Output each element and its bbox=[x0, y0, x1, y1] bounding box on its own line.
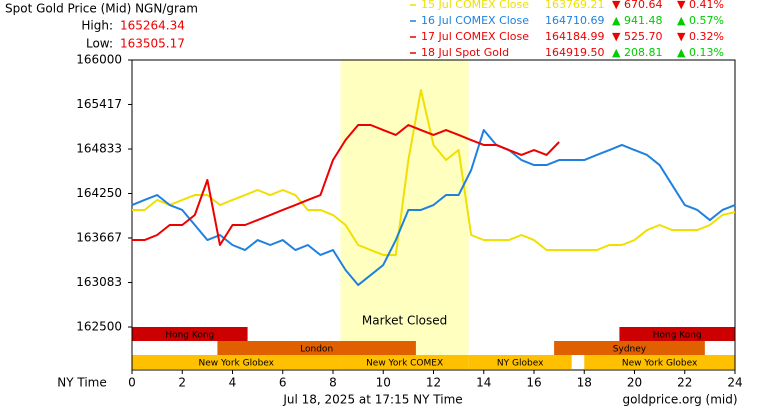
x-tick-label: 18 bbox=[577, 376, 592, 390]
session-bar bbox=[340, 355, 469, 369]
y-tick-label: 165417 bbox=[76, 97, 122, 111]
x-tick-label: 2 bbox=[178, 376, 186, 390]
y-tick-label: 164833 bbox=[76, 142, 122, 156]
high-value: 165264.34 bbox=[120, 19, 185, 33]
session-bar bbox=[132, 355, 341, 369]
session-bar bbox=[132, 327, 248, 341]
legend-name: 15 Jul COMEX Close bbox=[421, 0, 529, 11]
y-tick-label: 164250 bbox=[76, 186, 122, 200]
footer: Jul 18, 2025 at 17:15 NY Time bbox=[282, 393, 462, 407]
high-label: High: bbox=[81, 19, 113, 33]
legend-close: 164919.50 bbox=[545, 46, 605, 59]
session-label: New York Globex bbox=[199, 359, 275, 369]
x-tick-label: 10 bbox=[376, 376, 391, 390]
legend-change: ▼ 525.70 bbox=[612, 30, 662, 43]
session-bar bbox=[217, 341, 416, 355]
market-closed-band bbox=[340, 60, 469, 370]
price-line bbox=[132, 123, 560, 246]
x-tick-label: 16 bbox=[526, 376, 541, 390]
session-label: New York Globex bbox=[622, 359, 698, 369]
price-line bbox=[132, 88, 736, 256]
x-tick-label: 6 bbox=[279, 376, 287, 390]
x-tick-label: 12 bbox=[426, 376, 441, 390]
legend-change-pct: ▲ 0.13% bbox=[677, 46, 724, 59]
legend-close: 164710.69 bbox=[545, 14, 605, 27]
legend-change: ▲ 208.81 bbox=[612, 46, 662, 59]
session-label: NY Globex bbox=[497, 359, 544, 369]
low-value: 163505.17 bbox=[120, 37, 185, 51]
chart-title: Spot Gold Price (Mid) NGN/gram bbox=[5, 2, 198, 16]
session-label: Hong Kong bbox=[653, 331, 702, 341]
legend-change-pct: ▼ 0.32% bbox=[677, 30, 724, 43]
session-label: Hong Kong bbox=[165, 331, 214, 341]
session-bar bbox=[619, 327, 735, 341]
legend-change-pct: ▼ 0.41% bbox=[677, 0, 724, 11]
session-bar bbox=[584, 355, 735, 369]
x-tick-label: 20 bbox=[627, 376, 642, 390]
legend-name: 18 Jul Spot Gold bbox=[421, 46, 509, 59]
y-tick-label: 162500 bbox=[76, 320, 122, 334]
legend-name: 16 Jul COMEX Close bbox=[421, 14, 529, 27]
session-bar bbox=[554, 341, 705, 355]
x-tick-label: 4 bbox=[229, 376, 237, 390]
x-tick-label: 8 bbox=[329, 376, 337, 390]
session-label: London bbox=[300, 345, 333, 355]
y-tick-label: 163667 bbox=[76, 230, 122, 244]
session-label: Sydney bbox=[613, 345, 647, 355]
session-bar bbox=[468, 355, 572, 369]
legend-close: 163769.21 bbox=[545, 0, 605, 11]
market-closed-label: Market Closed bbox=[362, 314, 447, 328]
y-tick-label: 166000 bbox=[76, 53, 122, 67]
source: goldprice.org (mid) bbox=[622, 393, 737, 407]
x-tick-label: 0 bbox=[128, 376, 136, 390]
x-tick-label: 24 bbox=[727, 376, 742, 390]
x-axis-label: NY Time bbox=[57, 376, 107, 390]
y-tick-label: 163083 bbox=[76, 275, 122, 289]
x-tick-label: 22 bbox=[677, 376, 692, 390]
legend-change: ▼ 670.64 bbox=[612, 0, 662, 11]
legend-close: 164184.99 bbox=[545, 30, 605, 43]
low-label: Low: bbox=[86, 37, 113, 51]
session-label: New York COMEX bbox=[366, 359, 443, 369]
x-tick-label: 14 bbox=[476, 376, 491, 390]
price-line bbox=[131, 129, 736, 287]
legend-name: 17 Jul COMEX Close bbox=[421, 30, 529, 43]
legend-change: ▲ 941.48 bbox=[612, 14, 662, 27]
legend-change-pct: ▲ 0.57% bbox=[677, 14, 724, 27]
